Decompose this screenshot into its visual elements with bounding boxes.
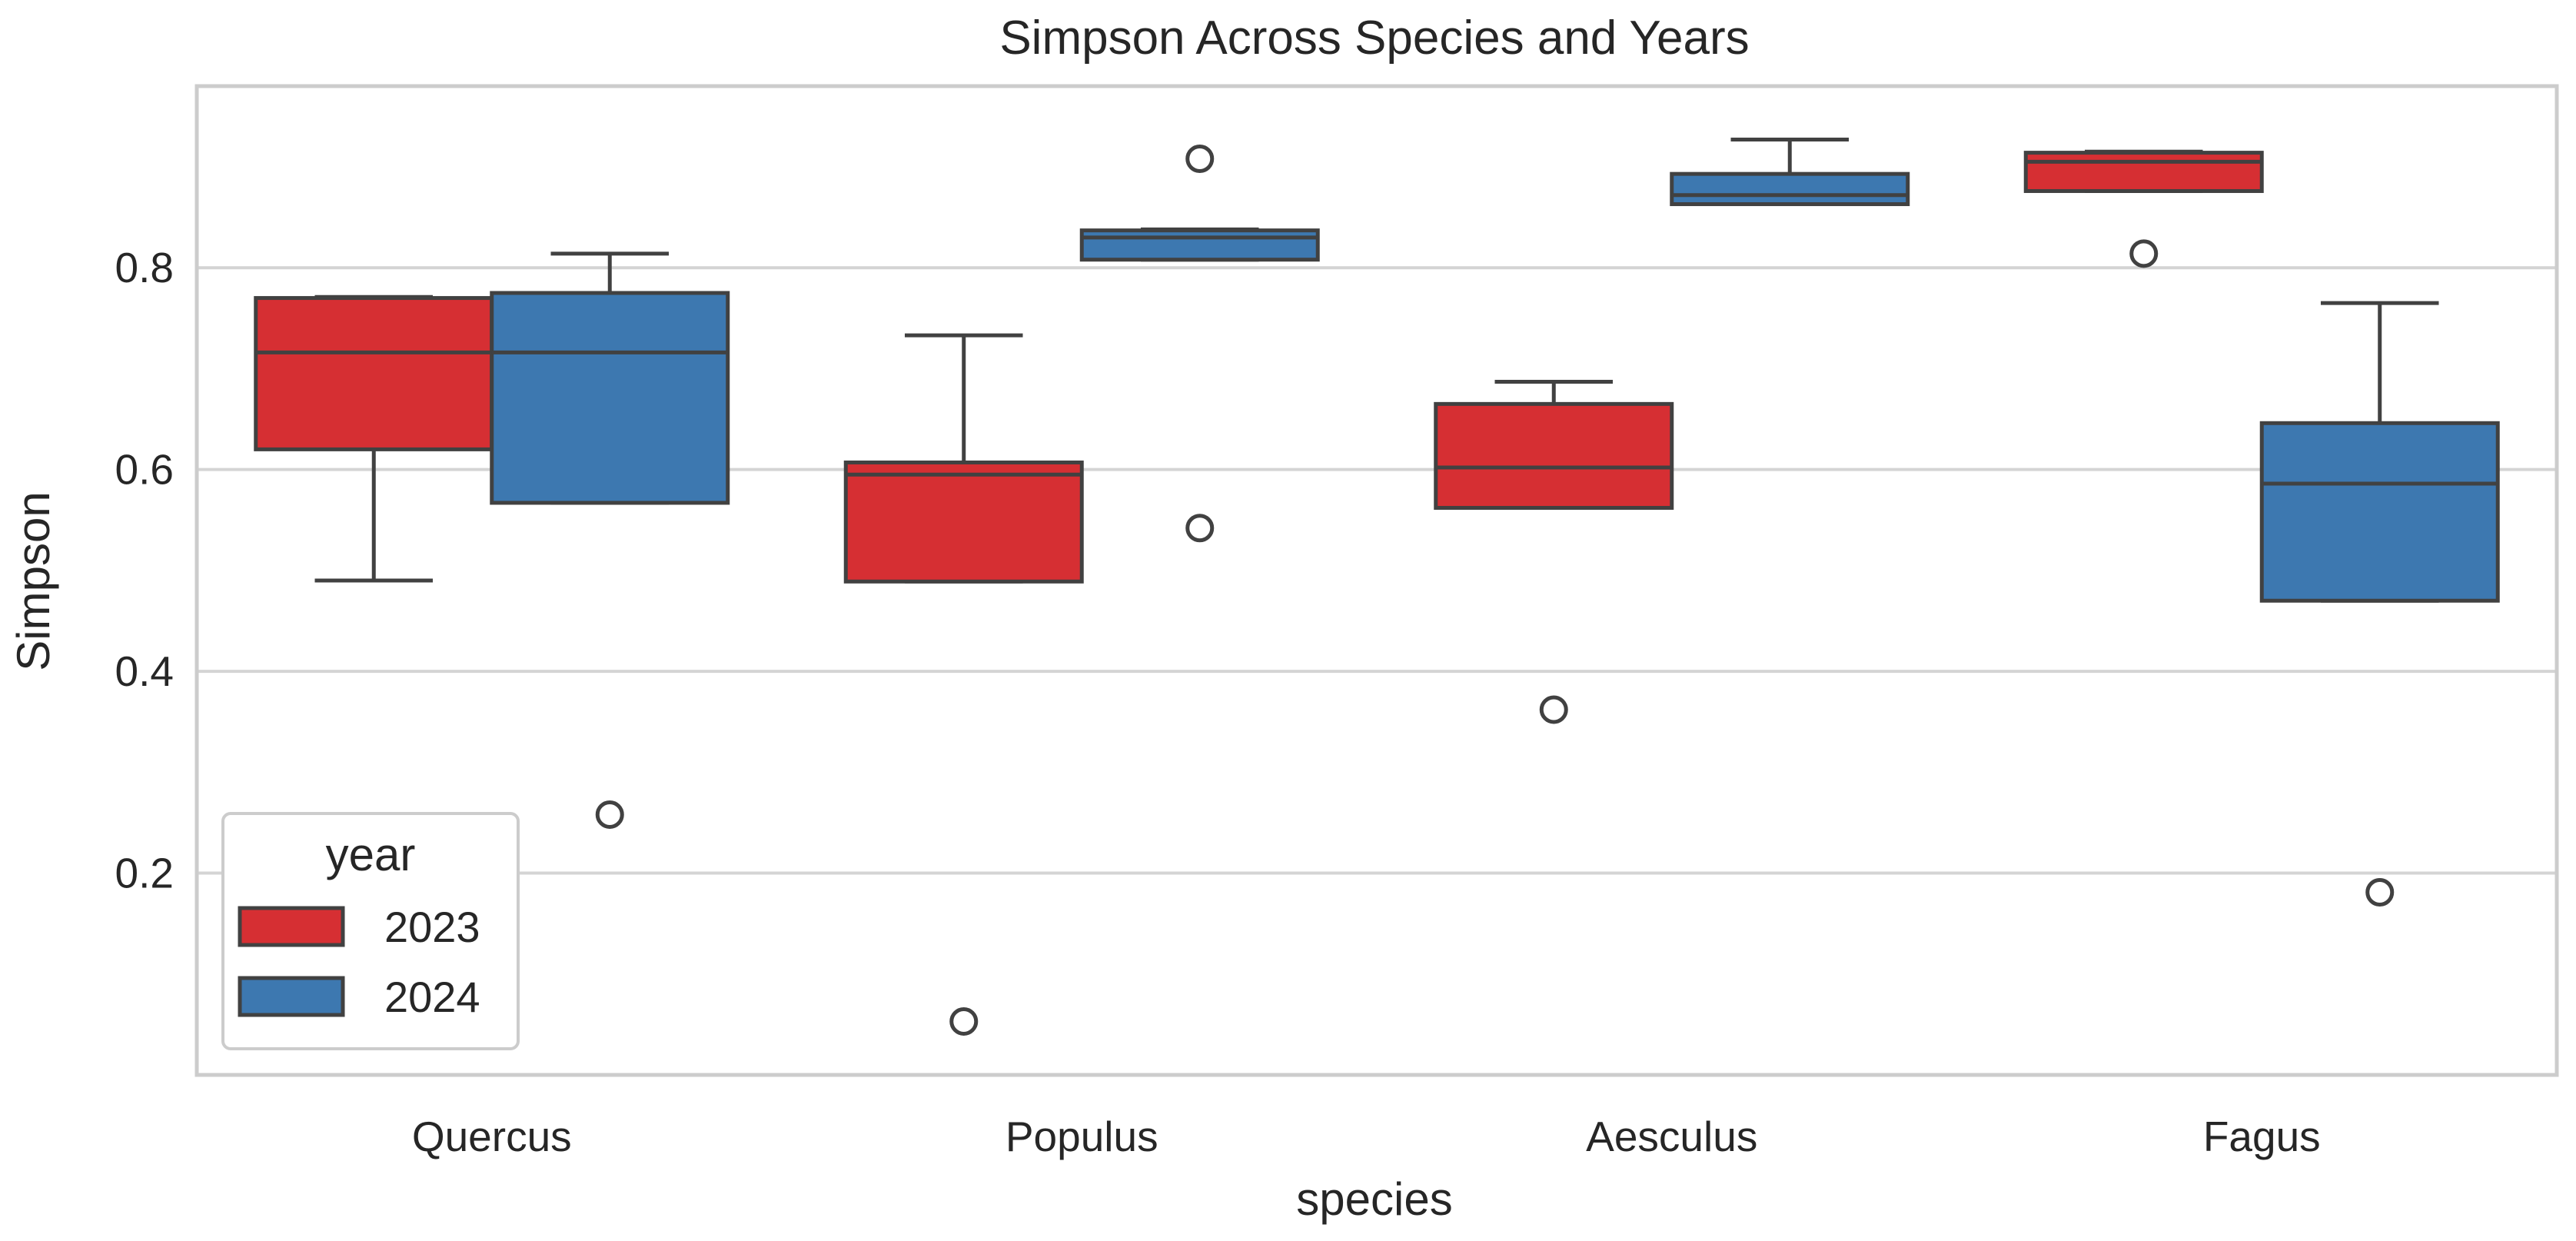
y-tick-label: 0.2 (115, 850, 174, 897)
box-2024-quercus (490, 251, 730, 829)
box-body (2023, 151, 2264, 193)
box-layer (254, 138, 2500, 1036)
y-tick-labels: 0.2 0.4 0.6 0.8 (115, 244, 174, 897)
y-tick-label: 0.8 (115, 244, 174, 291)
box-2023-populus (843, 333, 1084, 1036)
legend-title: year (326, 829, 416, 880)
outlier-point (2129, 239, 2159, 268)
x-tick-labels: Quercus Populus Aesculus Fagus (412, 1113, 2321, 1160)
outlier-point (1539, 695, 1568, 724)
box-body (254, 296, 494, 451)
x-tick-label: Fagus (2203, 1113, 2321, 1160)
box-2024-fagus (2259, 301, 2500, 907)
y-tick-label: 0.6 (115, 446, 174, 494)
box-2024-aesculus (1670, 138, 1910, 207)
outlier-point (2365, 877, 2395, 907)
plot-frame (194, 84, 2559, 1077)
chart-title: Simpson Across Species and Years (999, 12, 1749, 65)
legend-label-2024: 2024 (384, 973, 480, 1021)
box-2023-quercus (254, 294, 494, 583)
box-body (1079, 228, 1320, 262)
outlier-point (949, 1006, 979, 1036)
outlier-point (1185, 144, 1215, 173)
box-2024-populus (1079, 144, 1320, 543)
y-tick-label: 0.4 (115, 647, 174, 695)
box-body (843, 460, 1084, 584)
x-tick-label: Aesculus (1586, 1113, 1757, 1160)
legend-items: 2023 2024 (238, 903, 480, 1021)
outlier-point (595, 800, 624, 829)
box-2023-aesculus (1434, 379, 1674, 724)
y-axis-label: Simpson (8, 491, 59, 670)
x-axis-label: species (1296, 1173, 1452, 1225)
x-tick-label: Quercus (412, 1113, 572, 1160)
legend-swatch-2024 (238, 976, 345, 1017)
box-body (2259, 421, 2500, 603)
box-2023-fagus (2023, 149, 2264, 268)
box-body (490, 291, 730, 505)
box-body (1434, 401, 1674, 511)
outlier-point (1185, 514, 1215, 543)
legend-label-2023: 2023 (384, 903, 480, 951)
box-body (1670, 171, 1910, 207)
x-tick-label: Populus (1005, 1113, 1158, 1160)
legend-swatch-2023 (238, 906, 345, 947)
legend: year 2023 2024 (221, 812, 520, 1050)
